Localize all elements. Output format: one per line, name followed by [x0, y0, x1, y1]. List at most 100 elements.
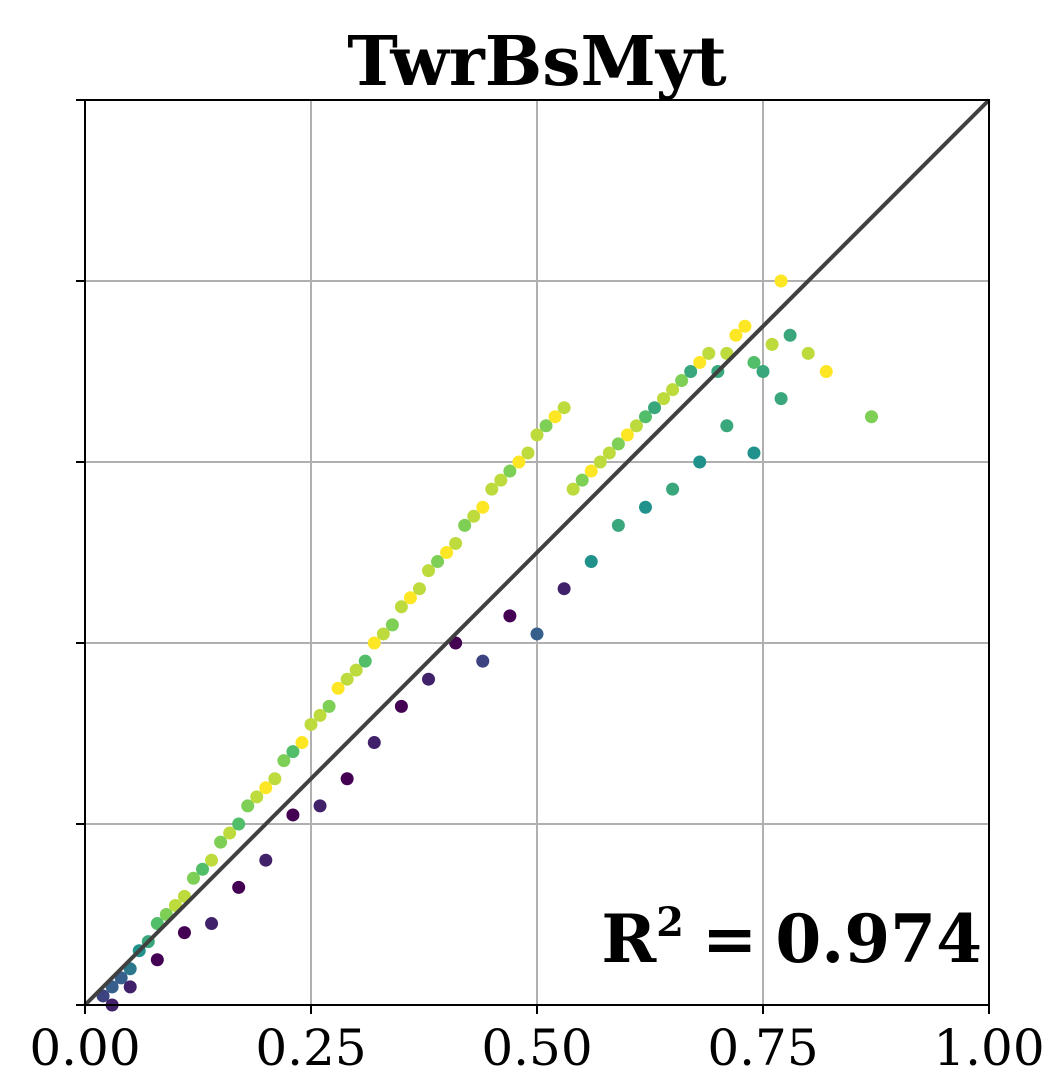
- scatter-point: [367, 636, 381, 650]
- scatter-point: [684, 365, 698, 378]
- scatter-point: [205, 853, 219, 867]
- scatter-point: [304, 717, 318, 731]
- scatter-point: [638, 410, 652, 424]
- chart-title: TwrBsMyt: [347, 22, 727, 102]
- scatter-point: [575, 473, 589, 487]
- scatter-point: [467, 509, 481, 523]
- scatter-point: [196, 862, 210, 876]
- scatter-point: [747, 355, 761, 369]
- scatter-point: [313, 799, 327, 813]
- scatter-point: [322, 699, 336, 713]
- x-tick-label: 0.50: [481, 1019, 592, 1077]
- scatter-point: [512, 455, 526, 469]
- scatter-point: [720, 419, 734, 433]
- scatter-point: [440, 546, 454, 559]
- scatter-point: [186, 871, 200, 885]
- scatter-point: [223, 826, 237, 840]
- scatter-point: [638, 500, 652, 514]
- scatter-point: [503, 464, 517, 478]
- scatter-point: [738, 319, 752, 333]
- scatter-point: [250, 790, 264, 804]
- annotation-label: R: [601, 900, 657, 978]
- scatter-point: [458, 518, 472, 532]
- x-tick-label: 1.00: [933, 1019, 1044, 1077]
- scatter-point: [367, 736, 381, 750]
- scatter-point: [340, 672, 354, 686]
- annotation-equals: =: [702, 900, 757, 978]
- scatter-point: [340, 772, 354, 786]
- x-tick-label: 0.25: [255, 1019, 366, 1077]
- scatter-point: [449, 536, 463, 550]
- scatter-point: [205, 917, 219, 931]
- annotation-value: 0.974: [775, 900, 982, 978]
- reference-line: [83, 98, 991, 1007]
- scatter-point: [657, 392, 671, 406]
- scatter-point: [765, 337, 779, 351]
- scatter-point: [729, 328, 743, 342]
- scatter-point: [476, 654, 490, 668]
- scatter-point: [286, 745, 300, 759]
- scatter-point: [530, 627, 544, 641]
- scatter-point: [548, 410, 562, 424]
- scatter-point: [394, 600, 408, 614]
- scatter-point: [431, 555, 445, 569]
- scatter-point: [412, 582, 426, 596]
- scatter-point: [783, 328, 797, 342]
- scatter-point: [403, 591, 417, 605]
- scatter-point: [286, 808, 300, 822]
- scatter-point: [756, 365, 770, 378]
- scatter-point: [774, 274, 788, 288]
- scatter-point: [593, 455, 607, 469]
- scatter-point: [539, 419, 553, 433]
- scatter-point: [476, 500, 490, 514]
- scatter-point: [602, 446, 616, 460]
- scatter-point: [620, 428, 634, 442]
- scatter-point: [349, 663, 363, 677]
- scatter-point: [666, 383, 680, 397]
- axis-ticks: [76, 99, 990, 1014]
- scatter-point: [819, 365, 833, 378]
- scatter-point: [666, 482, 680, 496]
- x-tick-label: 0.00: [29, 1019, 140, 1077]
- scatter-point: [422, 564, 436, 578]
- x-tick-label: 0.75: [707, 1019, 818, 1077]
- scatter-point: [177, 926, 191, 940]
- scatter-point: [503, 609, 517, 623]
- scatter-point: [566, 482, 580, 496]
- scatter-point: [214, 835, 228, 849]
- scatter-point: [774, 392, 788, 406]
- scatter-point: [494, 473, 508, 487]
- scatter-point: [485, 482, 499, 496]
- scatter-point: [530, 428, 544, 442]
- scatter-point: [675, 374, 689, 388]
- scatter-point: [385, 618, 399, 632]
- scatter-point: [584, 555, 598, 569]
- scatter-point: [611, 518, 625, 532]
- scatter-point: [864, 410, 878, 424]
- annotation-superscript: 2: [656, 899, 684, 946]
- scatter-point: [693, 455, 707, 469]
- scatter-point: [232, 817, 246, 831]
- scatter-point: [241, 799, 255, 813]
- scatter-point: [557, 401, 571, 415]
- r-squared-annotation: R2 = 0.974: [601, 899, 982, 978]
- scatter-point: [584, 464, 598, 478]
- scatter-point: [702, 346, 716, 360]
- scatter-point: [277, 754, 291, 768]
- scatter-point: [521, 446, 535, 460]
- scatter-point: [394, 699, 408, 713]
- scatter-point: [693, 355, 707, 369]
- scatter-point: [232, 880, 246, 894]
- scatter-point: [747, 446, 761, 460]
- scatter-point: [295, 736, 309, 750]
- scatter-point: [629, 419, 643, 433]
- scatter-point: [150, 953, 164, 967]
- scatter-point: [268, 772, 282, 786]
- scatter-point: [313, 708, 327, 722]
- scatter-point: [259, 781, 273, 795]
- scatter-point: [259, 853, 273, 867]
- scatter-point: [422, 672, 436, 686]
- scatter-point: [801, 346, 815, 360]
- scatter-point: [648, 401, 662, 415]
